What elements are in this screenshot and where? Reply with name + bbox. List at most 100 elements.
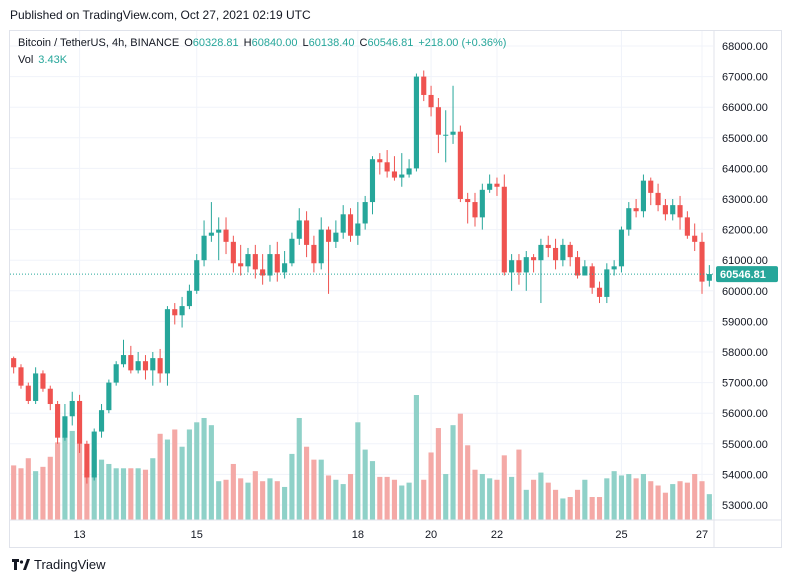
y-tick-label: 61000.00	[722, 255, 768, 267]
y-tick-label: 56000.00	[722, 408, 768, 420]
volume-bar	[325, 475, 332, 520]
candle-body	[479, 189, 485, 218]
volume-bar	[128, 468, 134, 520]
candle-body	[413, 76, 419, 169]
candle-body	[304, 220, 310, 245]
volume-bar	[55, 442, 61, 520]
candle-body	[325, 229, 332, 242]
volume-bar	[77, 443, 83, 520]
y-tick-label: 54000.00	[722, 469, 768, 481]
open-label: O	[184, 37, 193, 49]
candle-body	[428, 94, 434, 108]
volume-bar	[282, 486, 288, 520]
candle-body	[355, 223, 361, 236]
candle-body	[347, 214, 354, 236]
change-value: +218.00 (+0.36%)	[418, 37, 507, 49]
volume-bar	[611, 471, 617, 520]
volume-bar	[47, 456, 53, 520]
candle-body	[150, 358, 156, 371]
brand-name: TradingView	[34, 557, 106, 572]
volume-bar	[384, 476, 390, 520]
volume-bar	[355, 422, 361, 520]
volume-bar	[172, 429, 178, 520]
volume-bar	[552, 489, 559, 520]
low-label: L	[302, 37, 309, 49]
candle-body	[230, 241, 236, 264]
candle-body	[128, 355, 134, 371]
volume-bar	[11, 465, 17, 520]
candle-body	[69, 400, 75, 417]
candle-body	[574, 257, 581, 276]
published-header: Published on TradingView.com, Oct 27, 20…	[10, 8, 311, 22]
volume-bar	[216, 481, 222, 520]
candle-body	[296, 220, 302, 239]
volume-bar	[238, 478, 244, 520]
candle-body	[47, 388, 53, 405]
volume-bar	[516, 449, 522, 520]
volume-bar	[230, 463, 236, 520]
candle-body	[318, 229, 324, 264]
candle-body	[633, 208, 639, 212]
volume-bar	[347, 474, 354, 520]
candle-body	[406, 168, 412, 175]
volume-bar	[457, 413, 463, 520]
x-tick-label: 15	[191, 529, 203, 541]
volume-bar	[596, 497, 603, 520]
candle-body	[421, 76, 427, 95]
volume-bar	[391, 479, 398, 520]
volume-bar	[98, 459, 105, 520]
volume-bar	[135, 468, 141, 520]
candle-body	[531, 257, 537, 261]
candle-body	[589, 266, 595, 288]
x-tick-label: 27	[696, 529, 708, 541]
candle-body	[604, 269, 610, 297]
chart-legend: Bitcoin / TetherUS, 4h, BINANCE O60328.81…	[18, 35, 511, 69]
volume-bar	[106, 463, 112, 520]
volume-bar	[252, 471, 258, 520]
candle-body	[282, 263, 288, 273]
tradingview-logo-icon	[12, 558, 30, 570]
y-tick-label: 59000.00	[722, 316, 768, 328]
candle-body	[120, 355, 127, 365]
candle-body	[391, 171, 398, 178]
volume-bar	[406, 482, 412, 520]
candle-body	[135, 361, 141, 371]
volume-bar	[18, 468, 24, 520]
candle-body	[77, 400, 83, 444]
candle-body	[340, 214, 346, 233]
volume-bar	[267, 478, 273, 520]
y-tick-label: 55000.00	[722, 439, 768, 451]
candle-body	[567, 244, 573, 258]
volume-bar	[157, 433, 163, 520]
volume-bar	[369, 461, 376, 520]
volume-bar	[120, 468, 127, 520]
y-tick-label: 65000.00	[722, 133, 768, 145]
volume-bar	[582, 479, 588, 520]
candle-body	[194, 260, 200, 291]
volume-bar	[413, 395, 419, 520]
candle-body	[523, 257, 529, 273]
footer-brand[interactable]: TradingView	[12, 557, 106, 572]
volume-bar	[201, 417, 207, 520]
candle-body	[142, 361, 149, 371]
candle-body	[245, 254, 251, 267]
candle-body	[157, 358, 163, 374]
candle-body	[84, 443, 90, 478]
volume-bar	[69, 430, 75, 520]
candle-body	[172, 309, 178, 316]
candle-body	[113, 364, 119, 383]
volume-bar	[509, 476, 515, 520]
y-tick-label: 60000.00	[722, 286, 768, 298]
close-value: 60546.81	[367, 37, 414, 49]
volume-label: Vol	[18, 54, 34, 66]
chart-frame[interactable]	[9, 30, 782, 548]
y-tick-label: 66000.00	[722, 102, 768, 114]
candle-body	[25, 385, 31, 401]
candle-body	[274, 254, 280, 273]
volume-bar	[523, 489, 529, 520]
candle-body	[106, 382, 112, 411]
candle-body	[62, 416, 68, 438]
candle-body	[545, 244, 551, 248]
last-price-tag	[716, 266, 778, 283]
